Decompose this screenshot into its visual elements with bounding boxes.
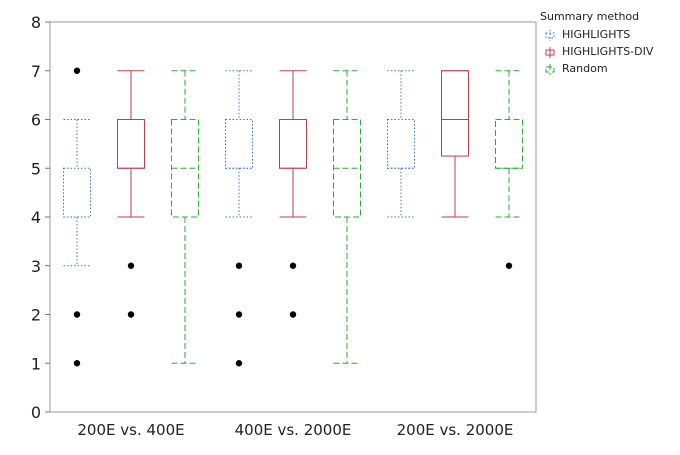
outlier-point <box>235 360 243 367</box>
y-axis: 0 1 2 3 4 5 6 7 8 <box>31 13 50 422</box>
legend-label: HIGHLIGHTS-DIV <box>562 45 654 58</box>
y-tick-label: 8 <box>31 13 41 32</box>
legend-swatch <box>545 49 555 56</box>
box-random-1 <box>333 70 361 364</box>
legend-item-random: Random <box>545 62 608 75</box>
iqr-box <box>225 119 253 169</box>
legend-label: Random <box>562 62 608 75</box>
legend-title: Summary method <box>540 10 639 23</box>
box-highlights-div-2 <box>441 70 469 218</box>
x-axis: 200E vs. 400E 400E vs. 2000E 200E vs. 2000… <box>77 421 513 439</box>
legend-label: HIGHLIGHTS <box>562 28 630 41</box>
y-tick-label: 6 <box>31 111 41 130</box>
legend: Summary method HIGHLIGHTS HIGHLIGHTS-DIV R… <box>540 10 654 75</box>
y-tick-label: 1 <box>31 354 41 373</box>
iqr-box <box>63 167 91 218</box>
y-tick-label: 4 <box>31 208 41 227</box>
iqr-box <box>441 70 469 157</box>
legend-swatch <box>545 66 555 73</box>
box-highlights-0 <box>63 67 91 367</box>
outlier-point <box>73 67 81 74</box>
x-category-label: 200E vs. 400E <box>77 421 184 439</box>
outlier-point <box>73 360 81 367</box>
legend-swatch <box>545 32 555 39</box>
box-highlights-2 <box>387 70 415 218</box>
y-tick-label: 0 <box>31 403 41 422</box>
y-tick-label: 5 <box>31 159 41 178</box>
y-tick-label: 7 <box>31 62 41 81</box>
plot-area <box>63 67 523 367</box>
legend-item-highlights-div: HIGHLIGHTS-DIV <box>545 45 654 58</box>
box-highlights-div-1 <box>279 70 307 318</box>
outlier-point <box>289 311 297 318</box>
legend-item-highlights: HIGHLIGHTS <box>545 28 630 41</box>
x-category-label: 200E vs. 2000E <box>397 421 514 439</box>
outlier-point <box>505 262 513 269</box>
iqr-box <box>495 119 523 169</box>
iqr-box <box>279 119 307 169</box>
box-highlights-1 <box>225 70 253 367</box>
outlier-point <box>73 311 81 318</box>
outlier-point <box>235 311 243 318</box>
outlier-point <box>235 262 243 269</box>
outlier-point <box>289 262 297 269</box>
outlier-point <box>127 262 135 269</box>
iqr-box <box>117 119 145 169</box>
x-category-label: 400E vs. 2000E <box>235 421 352 439</box>
iqr-box <box>387 119 415 169</box>
y-tick-label: 2 <box>31 306 41 325</box>
box-random-2 <box>495 70 523 269</box>
box-random-0 <box>171 70 199 364</box>
y-tick-label: 3 <box>31 257 41 276</box>
outlier-point <box>127 311 135 318</box>
box-highlights-div-0 <box>117 70 145 318</box>
